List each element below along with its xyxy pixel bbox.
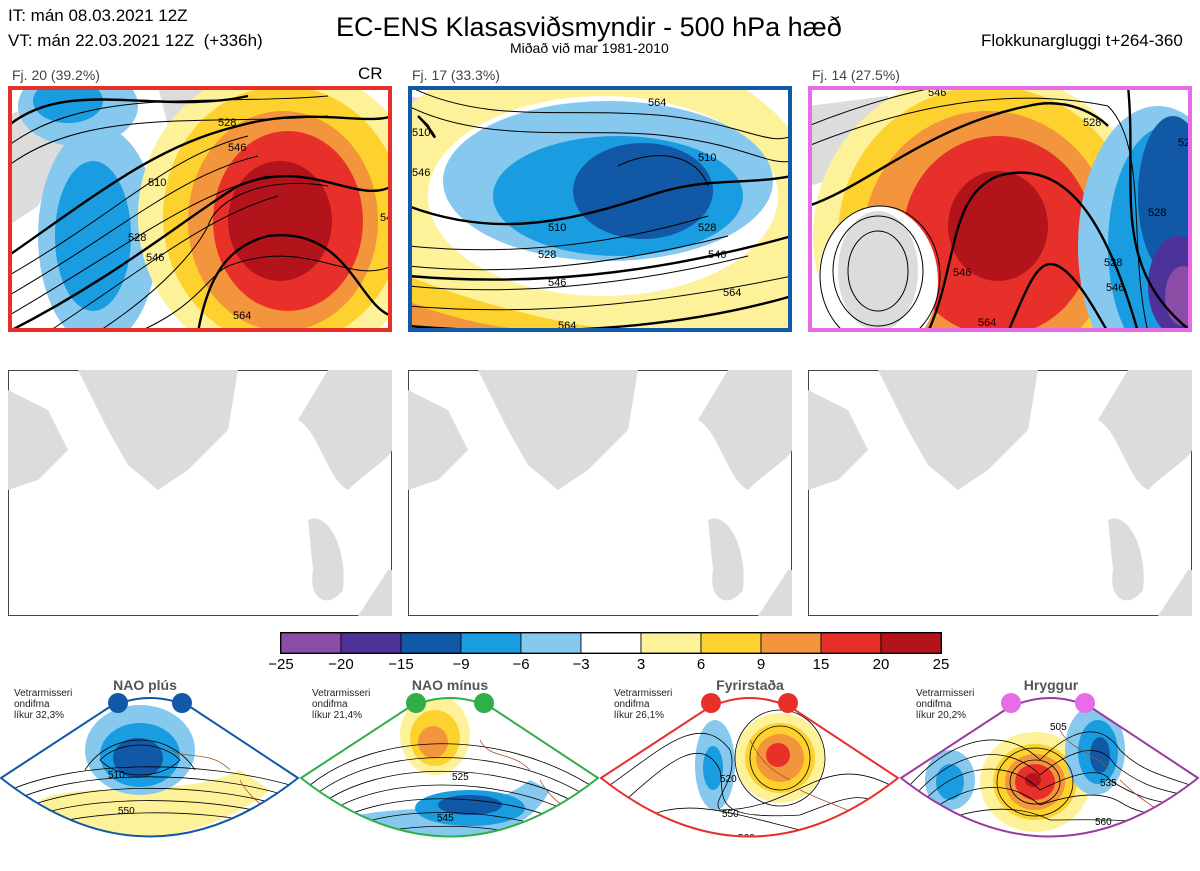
cluster-2-contour-label: 510 xyxy=(548,222,566,234)
empty-map-3 xyxy=(808,370,1192,616)
cluster-1-tag: CR xyxy=(358,64,383,83)
cluster-1-contour-label: 546 xyxy=(228,142,246,154)
colorbar-swatch xyxy=(520,632,582,654)
colorbar-tick-label: −6 xyxy=(512,656,530,673)
colorbar-tick-label: 9 xyxy=(756,656,766,673)
regime-3-note: Vetrarmisseri ondifma líkur 26,1% xyxy=(614,688,673,721)
colorbar-tick-label: −9 xyxy=(452,656,470,673)
classification-window: Flokkunargluggi t+264-360 xyxy=(981,31,1183,50)
cluster-2-label: Fj. 17 (33.3%) xyxy=(412,67,500,83)
cluster-3-contour-label: 528 xyxy=(1148,207,1166,219)
regime-2-title: NAO mínus xyxy=(411,677,489,693)
colorbar-tick-label: 25 xyxy=(932,656,950,673)
cluster-2-contour-label: 546 xyxy=(548,277,566,289)
cluster-3-contour-label: 528 xyxy=(1104,257,1122,269)
regime-4-marker-left xyxy=(1001,693,1021,713)
colorbar-tick-label: −20 xyxy=(328,656,354,673)
colorbar-tick-label: −15 xyxy=(388,656,414,673)
colorbar-swatch xyxy=(340,632,402,654)
cluster-3-contour-label: 546 xyxy=(953,267,971,279)
colorbar-swatch xyxy=(760,632,822,654)
colorbar-swatch xyxy=(640,632,702,654)
regime-3-map: 520 550 560 xyxy=(600,697,900,844)
colorbar-tick-label: 15 xyxy=(812,656,830,673)
regime-3-title: Fyrirstaða xyxy=(716,677,784,693)
regime-4-contour-label: 560 xyxy=(1095,817,1112,828)
cluster-2-contour-label: 546 xyxy=(708,249,726,261)
initial-time: IT: mán 08.03.2021 12Z xyxy=(8,6,188,25)
cluster-2-contour-label: 510 xyxy=(412,127,430,139)
regime-1-map: 510 550 xyxy=(0,697,300,838)
cluster-2-contour-label: 510 xyxy=(698,152,716,164)
regime-1-marker-left xyxy=(108,693,128,713)
colorbar-tick-label: 20 xyxy=(872,656,890,673)
regime-4-marker-right xyxy=(1075,693,1095,713)
regime-2-contour-label: 525 xyxy=(452,772,469,783)
valid-time: VT: mán 22.03.2021 12Z (+336h) xyxy=(8,31,263,50)
empty-map-2 xyxy=(408,370,792,616)
cluster-1-contour-label: 546 xyxy=(146,252,164,264)
regime-1-contour-label: 550 xyxy=(118,806,135,817)
regime-2-contour-label: 565 xyxy=(447,850,464,861)
colorbar-swatch xyxy=(580,632,642,654)
regime-3-contour-label: 560 xyxy=(738,833,755,844)
colorbar-swatch xyxy=(280,632,342,654)
cluster-2-contour-label: 564 xyxy=(648,97,666,109)
cluster-3-contour-label: 52 xyxy=(1178,137,1190,149)
cluster-2-contour-label: 528 xyxy=(538,249,556,261)
cluster-2-contour-label: 528 xyxy=(698,222,716,234)
regime-2-contour-label: 545 xyxy=(437,813,454,824)
regime-2-map: 525 545 565 xyxy=(300,697,600,861)
cluster-3-contour-label: 528 xyxy=(1083,117,1101,129)
cluster-1-contour-label: 528 xyxy=(218,117,236,129)
cluster-3-contour-label: 546 xyxy=(1106,282,1124,294)
cluster-2-contour-label: 546 xyxy=(412,167,430,179)
cluster-1-contour-label: 564 xyxy=(233,310,251,322)
regime-3-contour-label: 520 xyxy=(720,774,737,785)
cluster-1-label: Fj. 20 (39.2%) xyxy=(12,67,100,83)
cluster-1-contour-label: 528 xyxy=(128,232,146,244)
colorbar-tick-label: −3 xyxy=(572,656,590,673)
regime-3-marker-left xyxy=(701,693,721,713)
colorbar-tick-label: 3 xyxy=(636,656,646,673)
cluster-1-contour-label: 510 xyxy=(148,177,166,189)
colorbar-tick-label: −25 xyxy=(268,656,294,673)
cluster-3-label: Fj. 14 (27.5%) xyxy=(812,67,900,83)
colorbar-swatch xyxy=(880,632,942,654)
regime-4-contour-label: 535 xyxy=(1100,778,1117,789)
regime-4-title: Hryggur xyxy=(1023,677,1079,693)
colorbar-swatch xyxy=(460,632,522,654)
regime-3-marker-right xyxy=(778,693,798,713)
colorbar-swatch xyxy=(820,632,882,654)
empty-map-1 xyxy=(8,370,392,616)
regime-4-contour-label: 505 xyxy=(1050,722,1067,733)
cluster-3-contour-label: 564 xyxy=(978,317,996,329)
regime-4-note: Vetrarmisseri ondifma líkur 20,2% xyxy=(916,688,975,721)
regime-2-marker-right xyxy=(474,693,494,713)
regime-3-contour-label: 550 xyxy=(722,809,739,820)
cluster-2-contour-label: 564 xyxy=(723,287,741,299)
regime-2-marker-left xyxy=(406,693,426,713)
regime-1-note: Vetrarmisseri ondifma líkur 32,3% xyxy=(14,688,73,721)
regime-1-title: NAO plús xyxy=(113,677,177,693)
regime-2-note: Vetrarmisseri ondifma líkur 21,4% xyxy=(312,688,371,721)
cluster-3-map: 546 528 546 564 546 528 52 528 xyxy=(808,86,1192,332)
regime-1-marker-right xyxy=(172,693,192,713)
page-subtitle: Miðað við mar 1981-2010 xyxy=(510,40,669,56)
regime-1-contour-label: 510 xyxy=(108,770,125,781)
colorbar-swatch xyxy=(700,632,762,654)
page-title: EC-ENS Klasasviðsmyndir - 500 hPa hæð xyxy=(336,12,842,42)
colorbar-tick-label: 6 xyxy=(696,656,706,673)
cluster-1-map: 528 546 510 528 546 564 546 xyxy=(8,86,392,332)
regime-4-map: 505 535 560 xyxy=(900,697,1200,838)
colorbar-swatch xyxy=(400,632,462,654)
cluster-2-map: 510 528 546 510 528 546 564 564 564 510 … xyxy=(408,86,792,332)
colorbar xyxy=(280,632,942,654)
